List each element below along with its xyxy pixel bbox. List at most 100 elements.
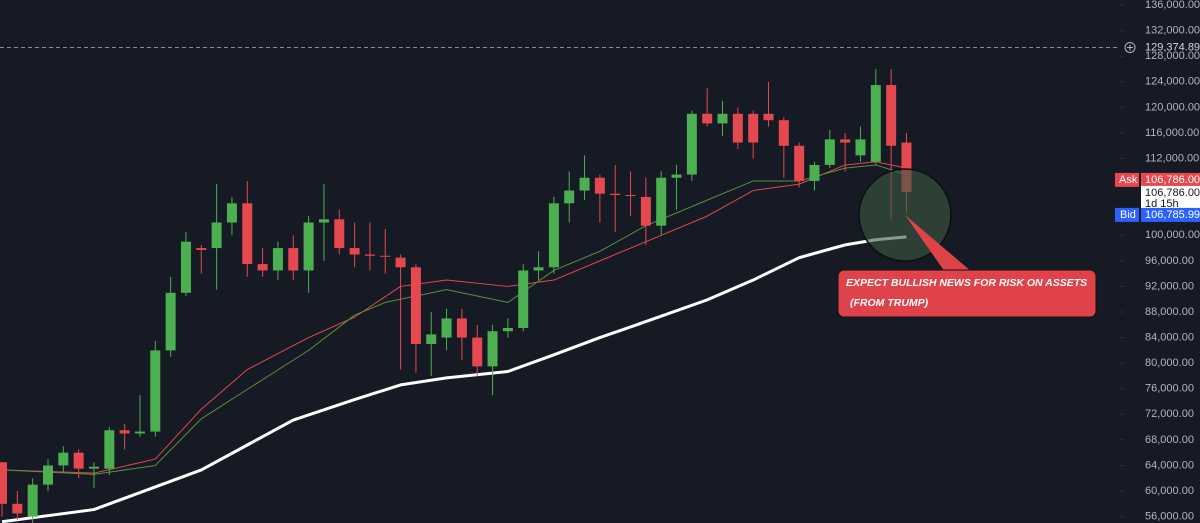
- last-price: 106,786.00: [1145, 187, 1200, 199]
- y-tick-label: 124,000.00: [1145, 76, 1200, 88]
- add-alert-icon: [1127, 44, 1133, 51]
- candle-body: [686, 113, 697, 175]
- candle-body: [533, 267, 544, 271]
- candle-body: [165, 292, 176, 351]
- candle-body: [395, 257, 406, 268]
- candle-body: [42, 465, 53, 485]
- candle-body: [748, 113, 759, 143]
- candle-body: [318, 219, 329, 223]
- y-tick-label: 120,000.00: [1145, 101, 1200, 113]
- candle-body: [226, 203, 237, 223]
- y-tick-label: 76,000.00: [1145, 383, 1194, 395]
- candle-body: [12, 503, 23, 514]
- candle-body: [763, 113, 774, 121]
- y-tick-label: 60,000.00: [1145, 485, 1194, 497]
- candle-body: [579, 177, 590, 191]
- bid-price-box: [1141, 207, 1200, 222]
- candle-body: [886, 85, 897, 146]
- candle-body: [0, 462, 7, 504]
- candle-body: [349, 248, 360, 255]
- candle-body: [610, 193, 621, 196]
- y-tick-label: 100,000.00: [1145, 229, 1200, 241]
- candle-body: [794, 145, 805, 181]
- add-alert-icon: [1124, 41, 1136, 53]
- candle-body: [870, 85, 881, 162]
- bid-label: Bid: [1120, 209, 1136, 221]
- candle-body: [88, 466, 99, 469]
- candle-body: [809, 164, 820, 181]
- candle-body: [456, 318, 467, 338]
- y-tick-label: 88,000.00: [1145, 306, 1194, 318]
- ask-price-box: [1141, 172, 1200, 187]
- candle-body: [303, 222, 314, 271]
- candle-body: [150, 350, 161, 432]
- y-tick-label: 136,000.00: [1145, 0, 1200, 11]
- callout-pointer: [905, 215, 972, 272]
- candle-body: [242, 203, 253, 265]
- candle-body: [640, 196, 651, 226]
- bid-price: 106,785.99: [1145, 209, 1200, 221]
- y-tick-label: 80,000.00: [1145, 357, 1194, 369]
- y-tick-label: 68,000.00: [1145, 434, 1194, 446]
- candle-body: [180, 241, 191, 293]
- candle-body: [196, 248, 207, 250]
- price-line-label: 129,374.89: [1145, 41, 1200, 53]
- candle-body: [257, 264, 268, 271]
- candle-body: [732, 113, 743, 143]
- y-tick-label: 112,000.00: [1145, 152, 1199, 164]
- candle-body: [104, 430, 115, 469]
- candle-body: [27, 484, 38, 517]
- candle-body: [855, 139, 866, 156]
- candle-body: [656, 177, 667, 226]
- candle-body: [211, 222, 222, 249]
- candle-body: [548, 203, 559, 268]
- y-tick-label: 72,000.00: [1145, 408, 1194, 420]
- price-axis: 56,000.00 60,000.00 64,000.00 68,000.00 72,0…: [1115, 0, 1200, 523]
- callout-text: EXPECT BULLISH NEWS FOR RISK ON ASSETS: [846, 277, 1087, 289]
- candle-body: [58, 452, 69, 466]
- candle-body: [778, 120, 789, 146]
- ask-label: Ask: [1119, 174, 1138, 186]
- candle-body: [410, 267, 421, 344]
- candle-body: [472, 337, 483, 367]
- candle-body: [73, 452, 84, 469]
- candle-body: [487, 331, 498, 367]
- candle-body: [119, 430, 130, 434]
- plot-area: EXPECT BULLISH NEWS FOR RISK ON ASSETS (F…: [0, 46, 1120, 523]
- callout-text: (FROM TRUMP): [850, 297, 929, 309]
- candle-body: [564, 190, 575, 204]
- candle-body: [717, 113, 728, 124]
- candle-body: [441, 318, 452, 338]
- candle-body: [518, 270, 529, 328]
- candle-body: [594, 177, 605, 194]
- candle-body: [288, 248, 299, 271]
- candle-body: [134, 431, 145, 434]
- candle-body: [364, 254, 375, 256]
- y-tick-label: 96,000.00: [1145, 255, 1194, 267]
- y-tick-label: 128,000.00: [1145, 50, 1200, 62]
- y-tick-label: 56,000.00: [1145, 511, 1194, 523]
- candle-body: [671, 174, 682, 178]
- ask-price: 106,786.00: [1145, 174, 1200, 186]
- candle-body: [272, 248, 283, 271]
- candle-body: [380, 255, 391, 257]
- bid-tag: [1115, 207, 1139, 222]
- y-tick-label: 92,000.00: [1145, 280, 1194, 292]
- moving-average: [1, 161, 907, 474]
- candle-body: [901, 142, 912, 192]
- candle-body: [502, 327, 513, 332]
- moving-average: [1, 235, 907, 523]
- y-tick-label: 116,000.00: [1145, 127, 1199, 139]
- countdown: 1d 15h: [1145, 198, 1179, 210]
- y-tick-label: 84,000.00: [1145, 331, 1194, 343]
- candle-body: [426, 334, 437, 344]
- y-tick-label: 132,000.00: [1145, 25, 1200, 37]
- candle-body: [702, 113, 713, 124]
- candle-body: [334, 219, 345, 249]
- moving-average: [1, 164, 907, 475]
- candle-body: [625, 195, 636, 197]
- y-tick-label: 64,000.00: [1145, 459, 1194, 471]
